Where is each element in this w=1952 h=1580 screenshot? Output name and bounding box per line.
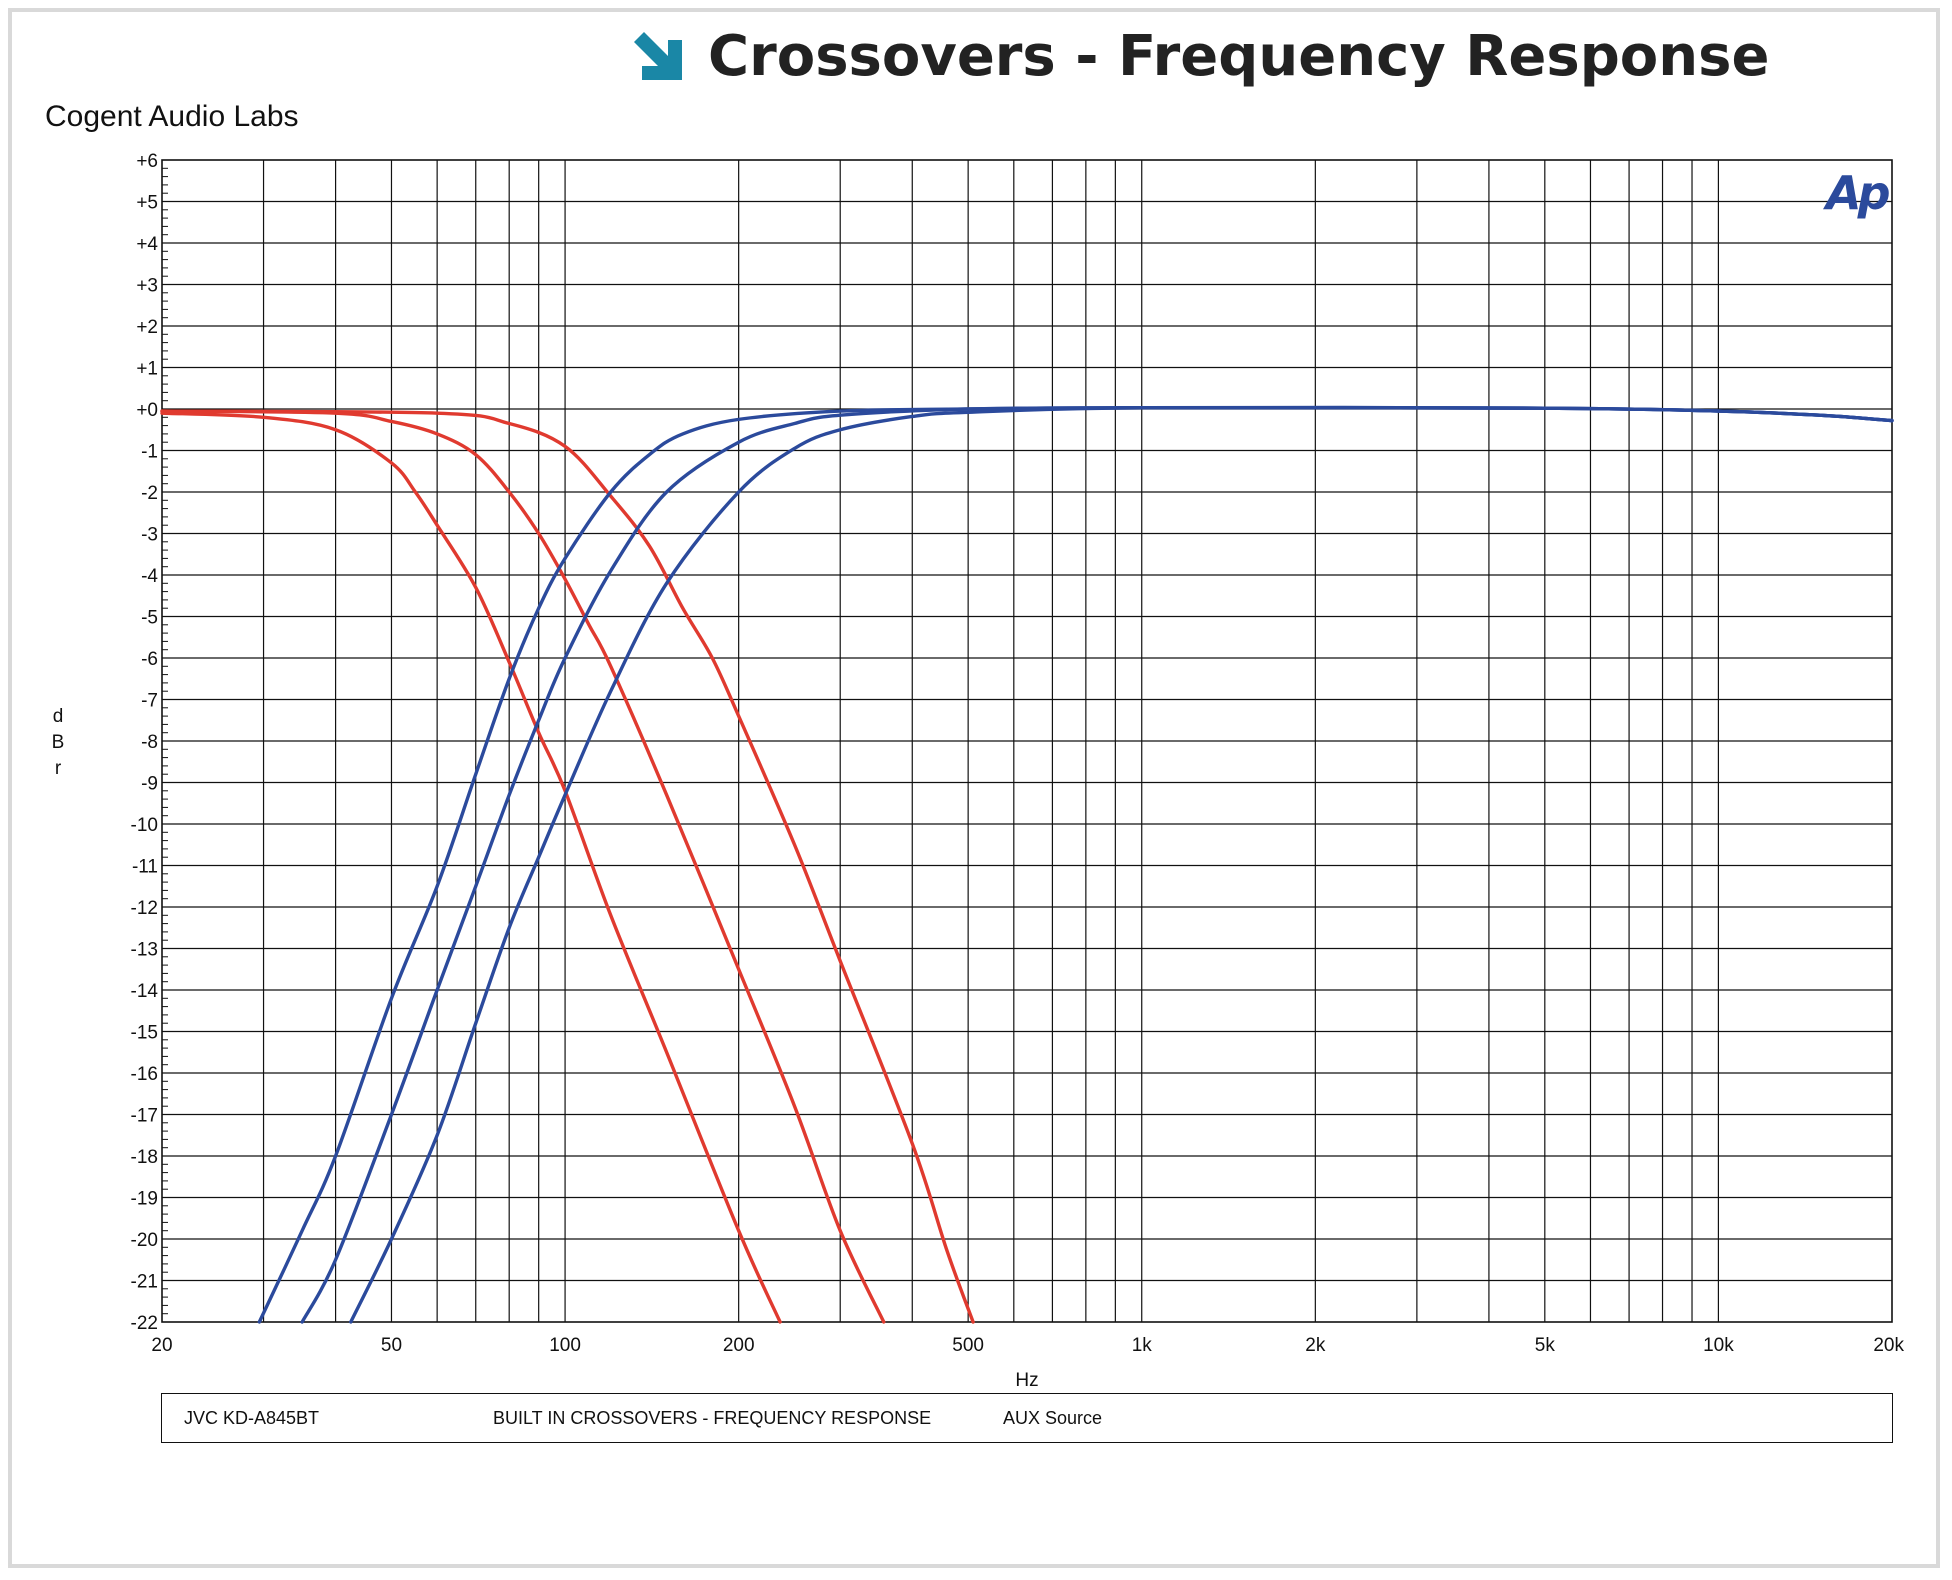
y-tick-label: -15 <box>131 1023 158 1044</box>
svg-text:d: d <box>53 706 64 727</box>
x-axis-label: Hz <box>1015 1370 1038 1391</box>
page-frame <box>8 8 1940 1568</box>
y-tick-labels: +6 +5 +4 +3 +2 +1 +0 -1 -2 -3 -4 -5 -6 -7 -8 -9 -10 -11 -1… <box>131 151 159 1334</box>
series-line-5 <box>300 405 1894 1324</box>
series-line-1 <box>160 411 782 1324</box>
x-tick-label: 2k <box>1305 1335 1326 1356</box>
y-tick-label: +3 <box>136 276 158 297</box>
x-tick-label: 20k <box>1873 1335 1904 1356</box>
minor-tick-marks <box>162 159 168 1323</box>
x-tick-label: 20 <box>151 1335 172 1356</box>
x-tick-label: 100 <box>549 1335 581 1356</box>
y-tick-label: -16 <box>131 1064 158 1085</box>
brand-label: Cogent Audio Labs <box>45 100 299 133</box>
y-tick-label: +0 <box>136 400 158 421</box>
x-tick-label: 1k <box>1132 1335 1153 1356</box>
series-line-6 <box>349 405 1894 1324</box>
x-tick-label: 5k <box>1535 1335 1556 1356</box>
footer-source: AUX Source <box>1003 1408 1103 1428</box>
y-tick-label: +2 <box>136 317 158 338</box>
svg-text:r: r <box>55 758 62 779</box>
y-tick-label: +4 <box>136 234 158 255</box>
y-tick-label: +6 <box>136 151 158 172</box>
header: Crossovers - Frequency Response <box>0 20 1952 100</box>
y-tick-label: -13 <box>131 940 158 961</box>
chart-title: Crossovers - Frequency Response <box>708 24 1770 89</box>
series-line-3 <box>160 409 975 1324</box>
y-axis-label: d B r <box>52 706 65 779</box>
title-group: Crossovers - Frequency Response <box>630 24 1769 89</box>
footer-box: JVC KD-A845BT BUILT IN CROSSOVERS - FREQ… <box>161 1393 1893 1443</box>
y-tick-label: -20 <box>131 1230 158 1251</box>
y-tick-label: -22 <box>131 1313 158 1334</box>
footer-model: JVC KD-A845BT <box>184 1408 320 1428</box>
x-tick-label: 200 <box>723 1335 755 1356</box>
y-tick-label: -9 <box>141 774 158 795</box>
y-tick-label: -4 <box>141 566 158 587</box>
y-tick-label: +5 <box>136 193 158 214</box>
y-tick-label: -18 <box>131 1147 158 1168</box>
horizontal-gridlines <box>162 200 1892 1282</box>
y-tick-label: -14 <box>131 981 159 1002</box>
y-tick-label: -8 <box>141 732 158 753</box>
x-tick-labels: 20 50 100 200 500 1k 2k 5k 10k 20k <box>151 1335 1904 1356</box>
series-line-2 <box>160 409 886 1324</box>
footer-description: BUILT IN CROSSOVERS - FREQUENCY RESPONSE <box>493 1408 932 1428</box>
series-line-4 <box>257 405 1894 1324</box>
series-group <box>160 405 1894 1324</box>
y-tick-label: -12 <box>131 898 158 919</box>
plot-border <box>161 159 1893 1323</box>
y-tick-label: -11 <box>132 857 158 878</box>
y-tick-label: -7 <box>141 691 158 712</box>
y-tick-label: -21 <box>131 1272 158 1293</box>
x-tick-label: 10k <box>1703 1335 1734 1356</box>
ap-logo: Ap <box>1826 166 1891 220</box>
y-tick-label: -5 <box>141 608 158 629</box>
y-tick-label: -19 <box>131 1189 158 1210</box>
y-tick-label: -1 <box>141 442 158 463</box>
y-tick-label: +1 <box>136 359 158 380</box>
y-tick-label: -10 <box>131 815 158 836</box>
svg-text:B: B <box>52 732 65 753</box>
y-tick-label: -3 <box>141 525 158 546</box>
x-tick-label: 50 <box>381 1335 402 1356</box>
y-tick-label: -6 <box>141 649 158 670</box>
x-tick-label: 500 <box>952 1335 984 1356</box>
y-tick-label: -17 <box>131 1106 158 1127</box>
y-tick-label: -2 <box>141 483 158 504</box>
arrow-down-right-icon <box>634 31 682 80</box>
